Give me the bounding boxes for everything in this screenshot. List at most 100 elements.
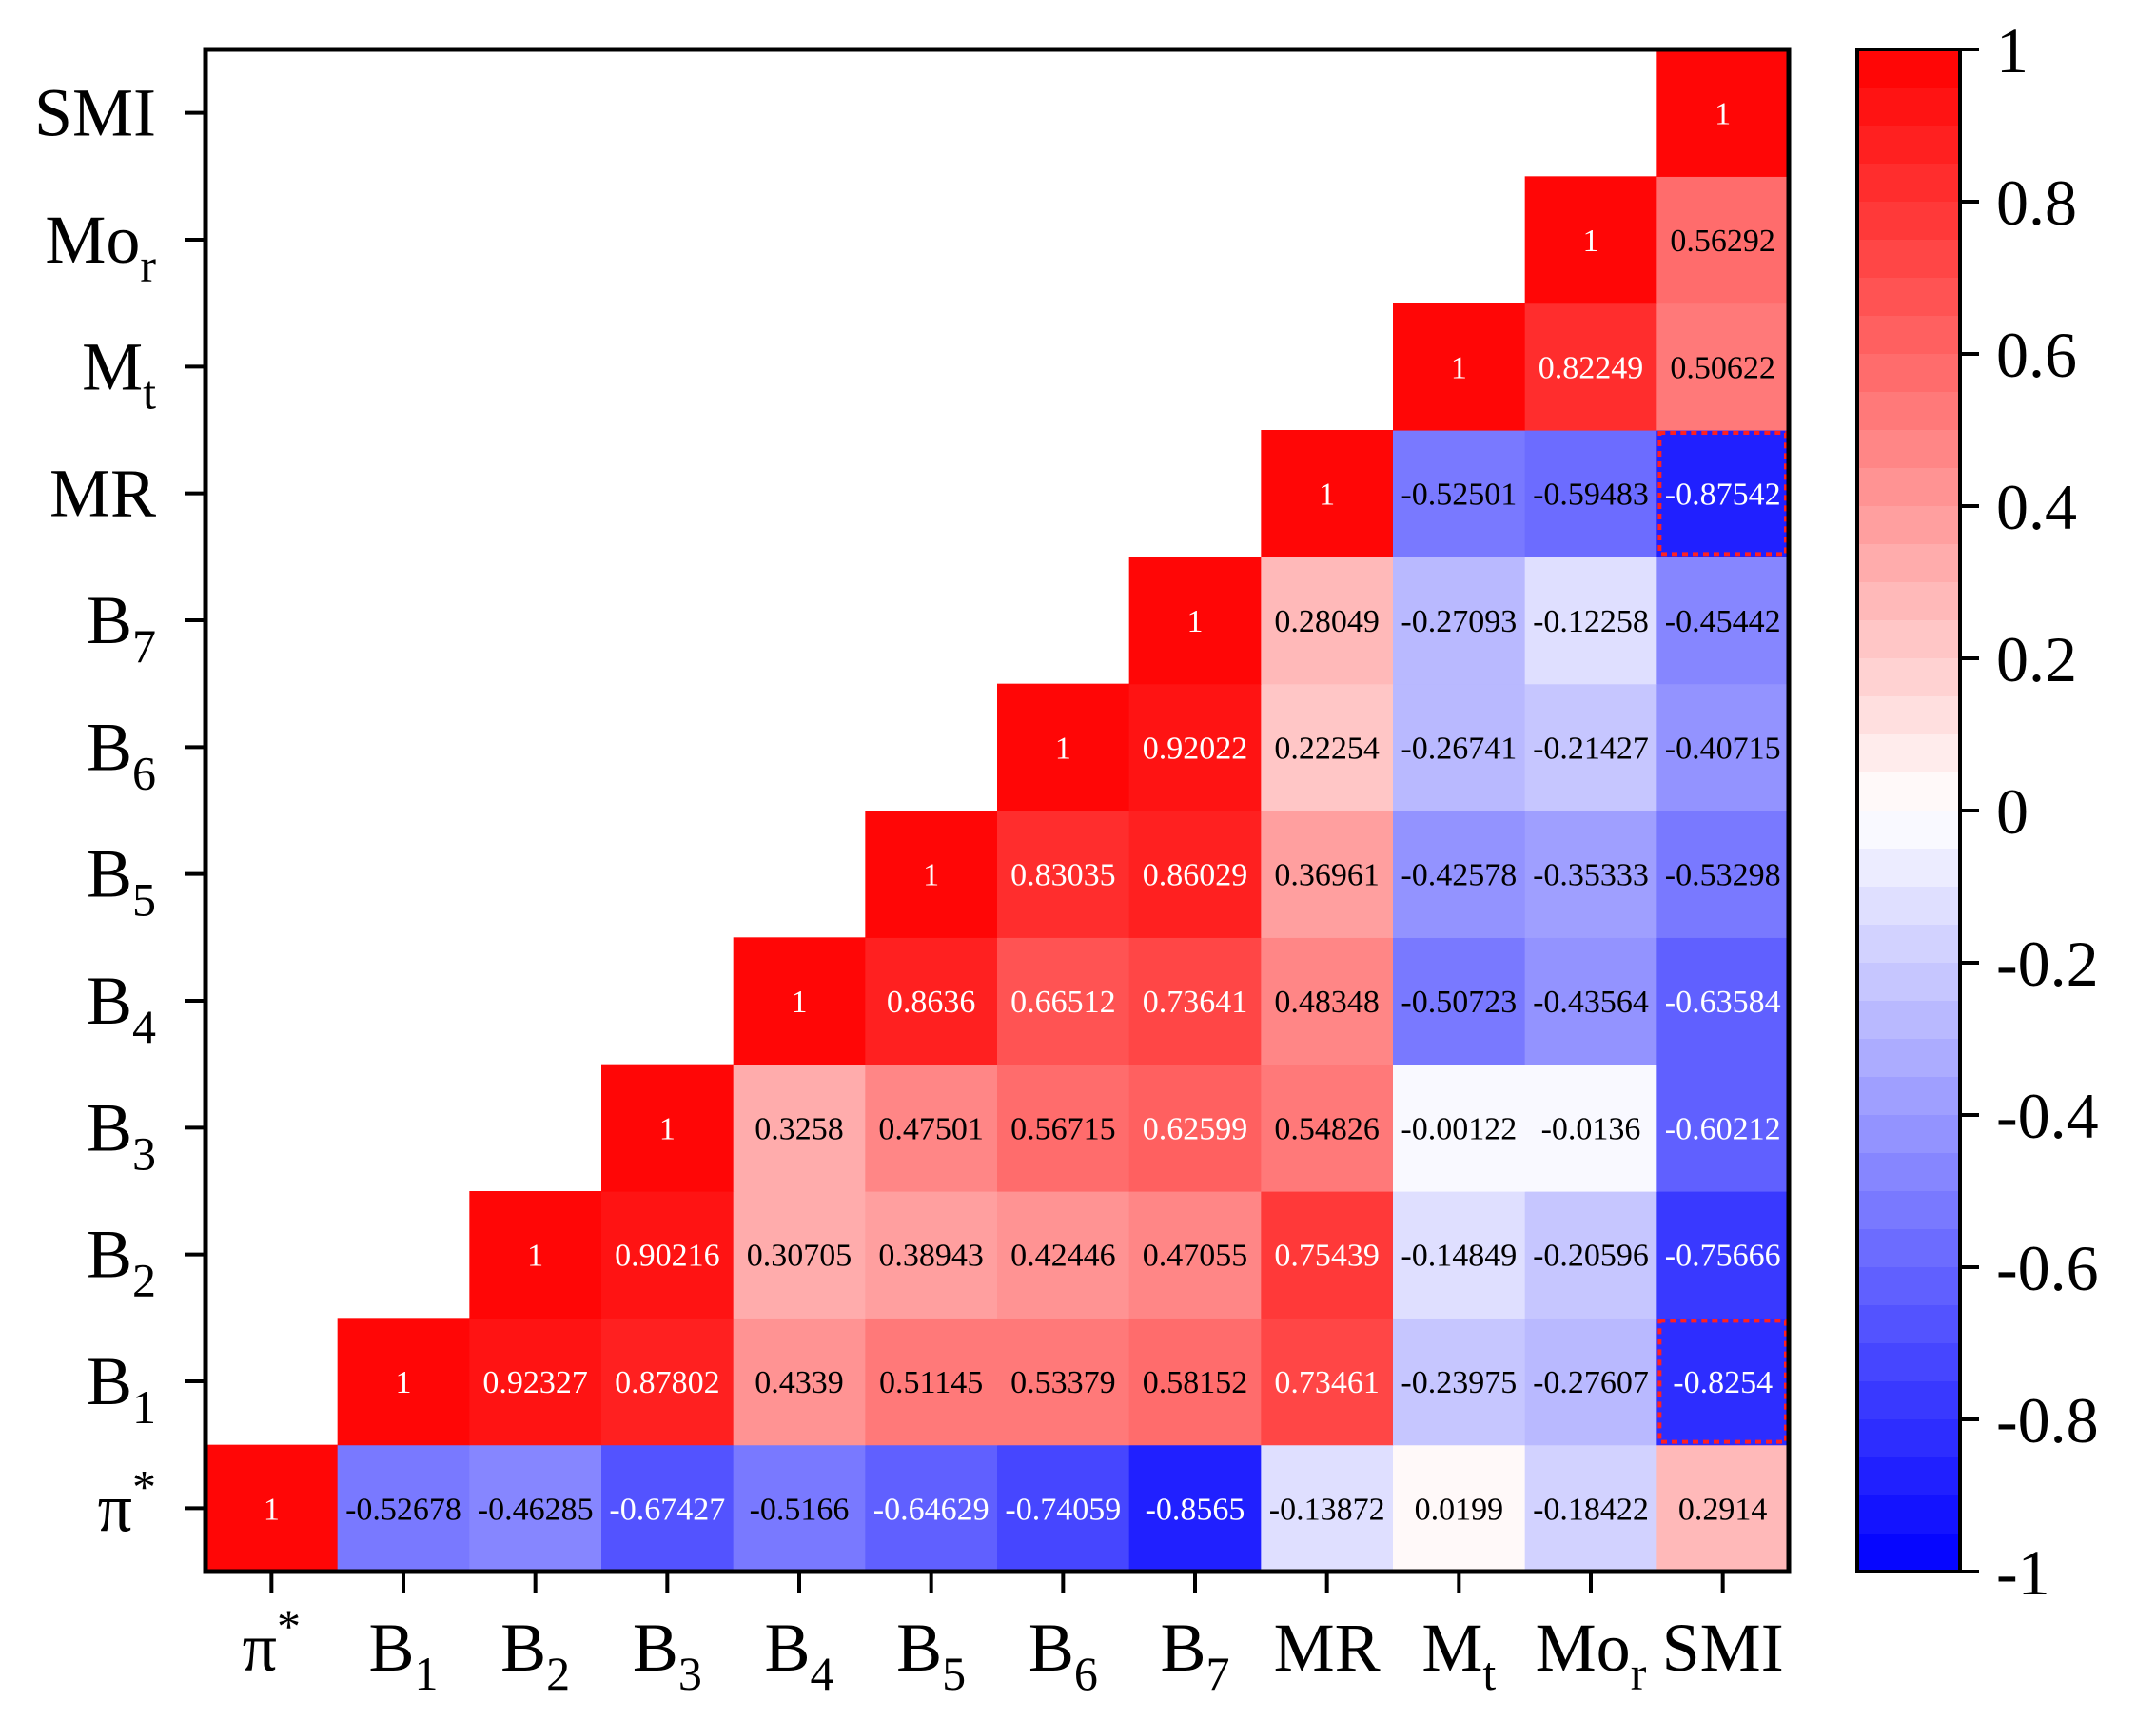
- colorbar-band: [1857, 1153, 1960, 1192]
- cell-value-label: 0.42446: [1010, 1239, 1116, 1274]
- heatmap-cell-r2-c3: [601, 1191, 735, 1319]
- heatmap-cell-r9-c9: [1393, 303, 1526, 431]
- heatmap-cell-r0-c5: [865, 1444, 998, 1573]
- axis-label-subscript: 5: [132, 873, 156, 927]
- axis-label-base: B: [1029, 1610, 1074, 1686]
- heatmap-cell-r5-c7: [1128, 811, 1262, 938]
- colorbar-band: [1857, 734, 1960, 773]
- heatmap-cell-r1-c1: [337, 1318, 470, 1446]
- axis-label-subscript: 1: [132, 1380, 156, 1434]
- heatmap-cell-r5-c10: [1524, 811, 1657, 938]
- y-tick-label: B1: [87, 1343, 156, 1434]
- colorbar-band: [1857, 1001, 1960, 1040]
- x-tick-label: B6: [1029, 1610, 1098, 1700]
- cell-value-label: 0.58152: [1143, 1365, 1248, 1400]
- heatmap-cell-r3-c5: [865, 1064, 998, 1192]
- colorbar-tick-label: 1: [1996, 14, 2029, 87]
- cell-value-label: 0.83035: [1010, 858, 1116, 893]
- x-tick-label: MR: [1274, 1610, 1381, 1686]
- heatmap-cells: [206, 49, 1790, 1573]
- cell-value-label: -0.52678: [345, 1492, 461, 1527]
- heatmap-cell-r10-c11: [1656, 176, 1790, 304]
- y-tick-label: MR: [49, 456, 156, 532]
- cell-value-label: 0.73461: [1274, 1365, 1380, 1400]
- heatmap-cell-r3-c11: [1656, 1064, 1790, 1192]
- cell-value-label: -0.67427: [609, 1492, 725, 1527]
- cell-value-label: -0.43564: [1533, 985, 1649, 1020]
- cell-value-label: 0.54826: [1274, 1111, 1380, 1146]
- cell-value-label: -0.64629: [873, 1492, 990, 1527]
- colorbar-tick-label: 0.2: [1996, 623, 2077, 695]
- cell-value-label: -0.35333: [1533, 858, 1649, 893]
- x-tick-label: B2: [500, 1610, 570, 1700]
- colorbar-tick-label: 0.6: [1996, 319, 2077, 391]
- heatmap-cell-r0-c3: [601, 1444, 735, 1573]
- cell-value-label: -0.46285: [478, 1492, 594, 1527]
- colorbar-band: [1857, 849, 1960, 888]
- cell-value-label: -0.14849: [1401, 1239, 1517, 1274]
- axis-label-superscript: *: [277, 1599, 301, 1652]
- axis-label-base: B: [87, 836, 132, 912]
- heatmap-cell-r3-c7: [1128, 1064, 1262, 1192]
- cell-value-label: 1: [1319, 478, 1335, 513]
- heatmap-cell-r2-c11: [1656, 1191, 1790, 1319]
- cell-value-label: -0.8565: [1146, 1492, 1245, 1527]
- cell-value-label: 0.30705: [747, 1239, 853, 1274]
- colorbar-band: [1857, 696, 1960, 735]
- cell-value-labels: 1 -0.52678 -0.46285 -0.67427 -0.5166 -0.64629…: [264, 97, 1781, 1528]
- y-tick-label: B7: [87, 582, 156, 673]
- x-tick-label: π*: [243, 1599, 301, 1686]
- colorbar-band: [1857, 1419, 1960, 1458]
- axis-label-base: M: [82, 328, 143, 404]
- cell-value-label: -0.8254: [1673, 1365, 1773, 1400]
- axis-label-subscript: t: [1482, 1647, 1496, 1700]
- axis-label-subscript: 3: [678, 1647, 702, 1700]
- axis-label-base: B: [368, 1610, 414, 1686]
- cell-value-label: 0.2914: [1678, 1492, 1768, 1527]
- heatmap-cell-r7-c11: [1656, 557, 1790, 685]
- cell-value-label: 0.0199: [1415, 1492, 1504, 1527]
- heatmap-cell-r11-c11: [1656, 49, 1790, 177]
- cell-value-label: 0.51145: [879, 1365, 983, 1400]
- y-tick-label: B4: [87, 963, 156, 1053]
- cell-value-label: 0.87802: [615, 1365, 720, 1400]
- heatmap-cell-r0-c1: [337, 1444, 470, 1573]
- axis-label-subscript: 5: [942, 1647, 966, 1700]
- heatmap-cell-r7-c7: [1128, 557, 1262, 685]
- colorbar: 1 0.8 0.6 0.4 0.2 0 -0.2 -0.4 -0.6 -0.8 -1: [1855, 14, 2099, 1609]
- axis-label-base: B: [896, 1610, 942, 1686]
- cell-value-label: 0.8636: [887, 985, 976, 1020]
- colorbar-band: [1857, 354, 1960, 393]
- heatmap-cell-r1-c3: [601, 1318, 735, 1446]
- heatmap-cell-r0-c4: [733, 1444, 866, 1573]
- y-tick-label: π*: [98, 1459, 156, 1546]
- axis-label-base: M: [1421, 1610, 1482, 1686]
- colorbar-band: [1857, 1495, 1960, 1534]
- cell-value-label: -0.00122: [1401, 1111, 1517, 1146]
- cell-value-label: -0.23975: [1401, 1365, 1517, 1400]
- cell-value-label: 0.22254: [1274, 731, 1380, 766]
- cell-value-label: -0.5166: [750, 1492, 850, 1527]
- cell-value-label: -0.21427: [1533, 731, 1649, 766]
- axis-label-base: MR: [1274, 1610, 1381, 1686]
- heatmap-cell-r2-c7: [1128, 1191, 1262, 1319]
- heatmap-cell-r6-c8: [1261, 683, 1394, 811]
- cell-value-label: 0.53379: [1010, 1365, 1116, 1400]
- heatmap-cell-r0-c8: [1261, 1444, 1394, 1573]
- highlight-box: [1657, 1319, 1789, 1444]
- colorbar-band: [1857, 1229, 1960, 1268]
- y-tick-label: Mor: [45, 202, 156, 292]
- x-tick-label: SMI: [1662, 1610, 1784, 1686]
- x-tick-label: B4: [764, 1610, 833, 1700]
- cell-value-label: 0.56715: [1010, 1111, 1116, 1146]
- heatmap-cell-r9-c10: [1524, 303, 1657, 431]
- heatmap-cell-r6-c7: [1128, 683, 1262, 811]
- colorbar-band: [1857, 1457, 1960, 1496]
- axis-label-subscript: r: [140, 239, 156, 292]
- heatmap-cell-r3-c3: [601, 1064, 735, 1192]
- heatmap-cell-r3-c4: [733, 1064, 866, 1192]
- axis-label-base: π: [98, 1470, 132, 1546]
- colorbar-band: [1857, 963, 1960, 1002]
- colorbar-tick-label: -0.8: [1996, 1384, 2099, 1456]
- axis-label-superscript: *: [132, 1459, 156, 1513]
